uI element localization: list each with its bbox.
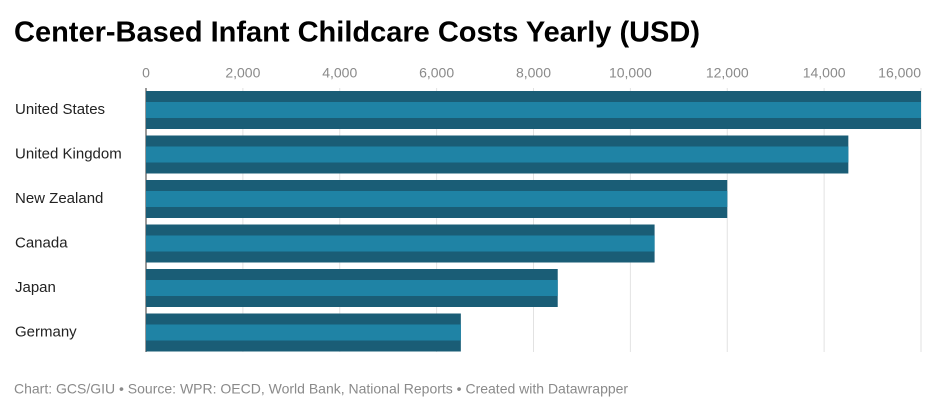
- y-tick-label: United States: [15, 101, 105, 118]
- y-tick-label: Canada: [15, 234, 68, 251]
- bar-stripe: [146, 235, 655, 252]
- footer: Chart: GCS/GIU • Source: WPR: OECD, Worl…: [14, 381, 628, 397]
- x-tick-label: 12,000: [706, 65, 749, 81]
- bar-stripe: [146, 324, 461, 341]
- y-tick-label: New Zealand: [15, 190, 103, 207]
- x-tick-label: 8,000: [516, 65, 551, 81]
- y-tick-label: United Kingdom: [15, 145, 122, 162]
- y-tick-label: Japan: [15, 279, 56, 296]
- x-tick-label: 6,000: [419, 65, 454, 81]
- bar-stripe: [146, 146, 849, 163]
- bar-stripe: [146, 280, 558, 296]
- y-tick-label: Germany: [15, 323, 77, 340]
- x-tick-label: 2,000: [225, 65, 260, 81]
- x-tick-label: 10,000: [609, 65, 652, 81]
- x-tick-label: 0: [142, 65, 150, 81]
- x-tick-label: 4,000: [322, 65, 357, 81]
- chart-title: Center-Based Infant Childcare Costs Year…: [14, 17, 700, 49]
- x-tick-label: 14,000: [803, 65, 846, 81]
- bar-stripe: [146, 191, 728, 207]
- bar-stripe: [146, 102, 921, 118]
- x-tick-label: 16,000: [878, 65, 921, 81]
